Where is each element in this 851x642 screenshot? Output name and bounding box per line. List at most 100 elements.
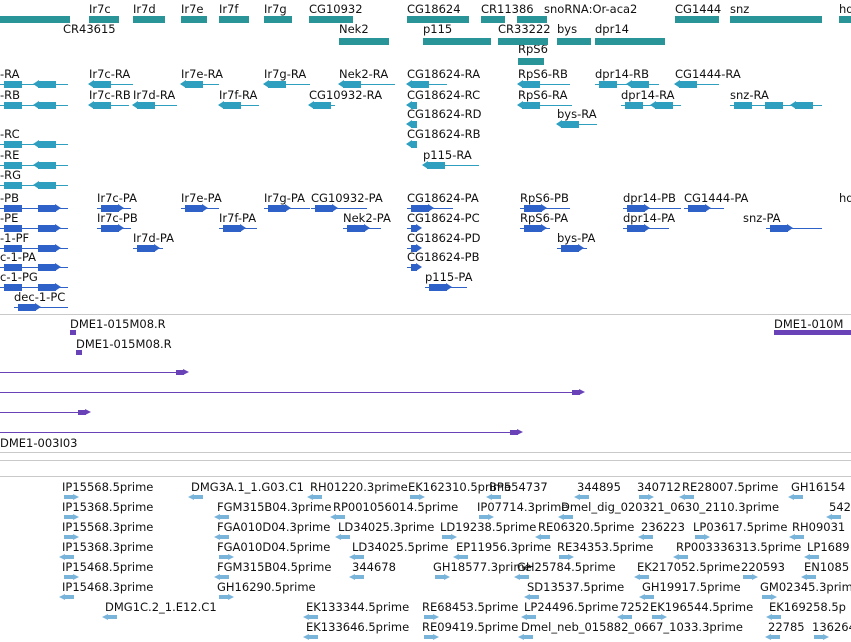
ests-feature-bar[interactable] [634,574,649,580]
ests-label[interactable]: RE09419.5prime [422,620,519,634]
genes-feature-bar[interactable] [0,16,70,23]
proteins-feature-bar[interactable] [268,204,291,212]
transcripts-feature-bar[interactable] [4,81,22,88]
proteins-feature-bar[interactable] [561,244,584,252]
proteins-label[interactable]: Ir7c-PB [97,211,138,225]
clones-span-line[interactable] [0,412,80,413]
proteins-label[interactable]: CG18624-PC [407,211,480,225]
ests-label[interactable]: 344678 [352,560,396,574]
ests-label[interactable]: IP07714.3prime [477,500,569,514]
genes-feature-bar[interactable] [309,16,353,23]
genes-feature-bar[interactable] [264,16,292,23]
genes-label[interactable]: CG1444 [675,2,722,16]
transcripts-label[interactable]: -RC [0,127,20,141]
transcripts-feature-bar[interactable] [625,102,643,109]
genes-label[interactable]: CG10932 [309,2,363,16]
ests-label[interactable]: RP003336313.5prime [676,540,802,554]
ests-label[interactable]: LP24496.5prime [524,600,619,614]
transcripts-feature-bar[interactable] [626,80,649,88]
ests-feature-bar[interactable] [638,534,653,540]
genes-label[interactable]: Ir7e [181,2,204,16]
transcripts-label[interactable]: Ir7e-RA [181,67,224,81]
genes-label[interactable]: snz [730,2,750,16]
ests-feature-bar[interactable] [801,574,816,580]
proteins-label[interactable]: hd [839,191,851,205]
proteins-label[interactable]: CG1444-PA [684,191,749,205]
transcripts-feature-bar[interactable] [406,120,417,128]
proteins-label[interactable]: CG10932-PA [311,191,383,205]
proteins-label[interactable]: bys-PA [557,231,596,245]
proteins-label[interactable]: RpS6-PB [520,191,569,205]
ests-label[interactable]: RE28007.5prime [682,480,779,494]
ests-feature-bar[interactable] [424,614,439,620]
ests-label[interactable]: EN1085 [804,560,850,574]
ests-label[interactable]: 136264 [812,620,851,634]
ests-label[interactable]: 340712 [637,480,681,494]
ests-feature-bar[interactable] [453,554,468,560]
transcripts-label[interactable]: Ir7g-RA [264,67,307,81]
ests-label[interactable]: RH01220.3prime [310,480,408,494]
proteins-feature-bar[interactable] [18,303,41,311]
clones-label[interactable]: DME1-003I03 [0,436,78,450]
ests-label[interactable]: FGM315B04.3prime [217,500,332,514]
transcripts-label[interactable]: Nek2-RA [339,67,389,81]
clones-label[interactable]: DME1-010M [774,317,844,331]
transcripts-feature-bar[interactable] [4,182,22,189]
ests-feature-bar[interactable] [330,514,345,520]
ests-label[interactable]: EK196544.5prime [650,600,754,614]
transcripts-feature-bar[interactable] [33,181,56,189]
transcripts-label[interactable]: CG18624-RB [407,127,481,141]
ests-feature-bar[interactable] [102,614,117,620]
transcripts-feature-bar[interactable] [33,80,56,88]
ests-feature-bar[interactable] [558,514,573,520]
proteins-label[interactable]: dec-1-PC [14,290,66,304]
proteins-feature-bar[interactable] [4,245,22,252]
ests-label[interactable]: 344895 [577,480,621,494]
genes-feature-bar[interactable] [557,38,591,45]
clones-span-line[interactable] [0,372,178,373]
clones-feature-bar[interactable] [510,429,523,435]
genes-feature-bar[interactable] [675,16,719,23]
transcripts-feature-bar[interactable] [674,80,697,88]
proteins-feature-bar[interactable] [38,263,61,271]
proteins-feature-bar[interactable] [411,204,434,212]
ests-label[interactable]: SD13537.5prime [527,580,625,594]
transcripts-feature-bar[interactable] [88,80,111,88]
ests-feature-bar[interactable] [762,594,777,600]
proteins-label[interactable]: RpS6-PA [520,211,569,225]
transcripts-label[interactable]: bys-RA [557,107,597,121]
genes-feature-bar[interactable] [339,38,389,45]
transcripts-label[interactable]: CG18624-RD [407,107,482,121]
genes-label[interactable]: snoRNA:Or-aca2 [544,2,638,16]
transcripts-feature-bar[interactable] [734,102,752,109]
proteins-feature-bar[interactable] [347,224,370,232]
ests-label[interactable]: RE34353.5prime [557,540,654,554]
proteins-label[interactable]: Ir7g-PA [264,191,305,205]
transcripts-feature-bar[interactable] [88,101,111,109]
transcripts-feature-bar[interactable] [517,101,540,109]
ests-label[interactable]: GH25784.5prime [517,560,616,574]
ests-label[interactable]: LD34025.3prime [338,520,435,534]
ests-label[interactable]: IP15468.3prime [62,580,154,594]
genes-label[interactable]: Ir7f [219,2,239,16]
proteins-label[interactable]: Nek2-PA [343,211,391,225]
ests-feature-bar[interactable] [349,554,364,560]
proteins-feature-bar[interactable] [4,284,22,291]
transcripts-label[interactable]: Ir7f-RA [219,88,258,102]
ests-feature-bar[interactable] [652,614,667,620]
ests-feature-bar[interactable] [303,614,318,620]
ests-label[interactable]: BP554737 [489,480,548,494]
ests-feature-bar[interactable] [435,574,450,580]
ests-feature-bar[interactable] [486,494,501,500]
ests-feature-bar[interactable] [59,554,74,560]
genes-label[interactable]: CR33222 [498,22,551,36]
transcripts-feature-bar[interactable] [218,101,241,109]
proteins-feature-bar[interactable] [411,244,422,252]
ests-label[interactable]: GM02345.3prime [760,580,851,594]
ests-label[interactable]: GH16154 [791,480,846,494]
genes-feature-bar[interactable] [730,16,822,23]
ests-label[interactable]: FGA010D04.5prime [217,540,331,554]
transcripts-feature-bar[interactable] [180,80,203,88]
genes-label[interactable]: Ir7c [89,2,111,16]
transcripts-label[interactable]: Ir7d-RA [133,88,176,102]
